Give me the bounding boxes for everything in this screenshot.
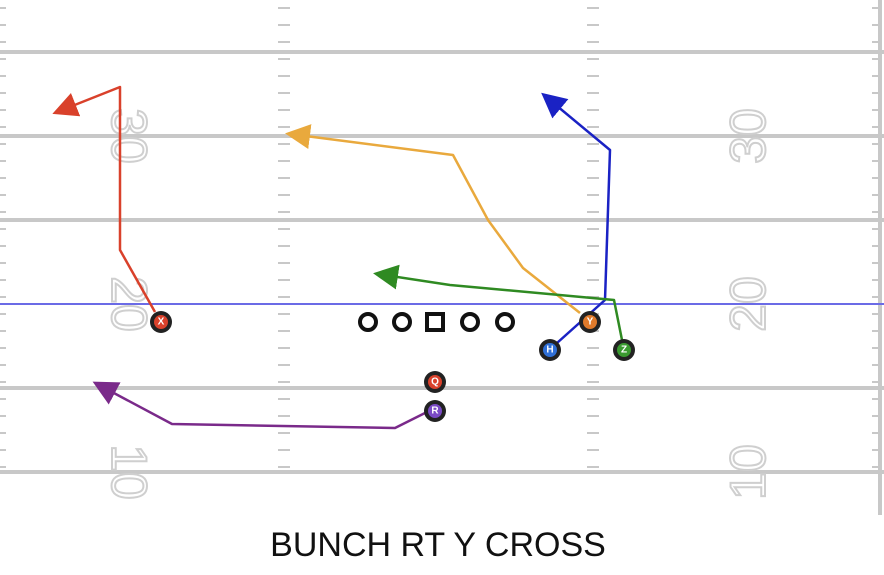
player-label: Z [621, 345, 627, 356]
field: 30 20 10 30 20 10 [0, 0, 884, 515]
lineman [460, 312, 480, 332]
route-x [52, 85, 157, 313]
player-label: H [546, 345, 553, 356]
player: H [539, 339, 561, 361]
player-label: Y [587, 317, 594, 328]
player: R [424, 400, 446, 422]
yard-number: 20 [720, 276, 776, 332]
player: Y [579, 311, 601, 333]
player-label: Q [431, 377, 439, 388]
routes [52, 85, 624, 430]
lineman [358, 312, 378, 332]
player-label: X [158, 317, 165, 328]
yard-number: 30 [101, 108, 157, 164]
route-y [285, 124, 581, 314]
yard-number: 20 [101, 276, 157, 332]
yard-number: 30 [720, 108, 776, 164]
player: Z [613, 339, 635, 361]
center [425, 312, 445, 332]
player: X [150, 311, 172, 333]
player-label: R [431, 406, 439, 417]
play-title: BUNCH RT Y CROSS [270, 526, 606, 564]
offensive-line [358, 312, 515, 332]
lineman [392, 312, 412, 332]
player: Q [424, 371, 446, 393]
hash-marks [0, 0, 884, 474]
yard-number: 10 [101, 444, 157, 500]
route-z [373, 264, 624, 341]
players: X H Y Z Q R [150, 311, 635, 422]
lineman [495, 312, 515, 332]
yard-number: 10 [720, 444, 776, 500]
route-r [92, 381, 426, 430]
